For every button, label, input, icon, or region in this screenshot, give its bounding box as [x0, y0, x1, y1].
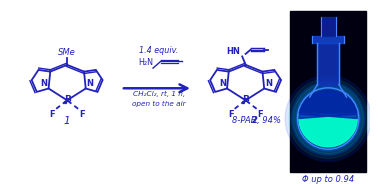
Circle shape [288, 79, 368, 158]
Text: N: N [41, 79, 48, 88]
Text: 1.4 equiv.: 1.4 equiv. [139, 46, 178, 55]
Text: , 94%: , 94% [257, 116, 280, 125]
Polygon shape [299, 90, 357, 118]
Text: open to the air: open to the air [132, 101, 186, 107]
Circle shape [285, 76, 371, 162]
Bar [318, 43, 339, 85]
Text: N: N [219, 79, 226, 88]
Text: H₂N: H₂N [138, 58, 153, 67]
Polygon shape [299, 114, 357, 147]
Text: F: F [79, 110, 85, 119]
Bar [312, 36, 344, 43]
Bar [321, 17, 336, 36]
Circle shape [296, 86, 360, 151]
Circle shape [291, 82, 365, 155]
Text: B: B [64, 95, 71, 104]
Text: N: N [265, 79, 272, 88]
Text: 2: 2 [253, 116, 258, 125]
Text: B: B [242, 95, 249, 104]
Text: F: F [257, 110, 263, 119]
Text: 8-PAB: 8-PAB [232, 116, 259, 125]
Text: F: F [50, 110, 55, 119]
Bar [290, 10, 367, 172]
Text: Φ up to 0.94: Φ up to 0.94 [302, 175, 354, 184]
Circle shape [293, 83, 363, 154]
Text: SMe: SMe [58, 48, 76, 57]
Text: CH₂Cl₂, rt, 1 h,: CH₂Cl₂, rt, 1 h, [133, 91, 185, 97]
Text: HN: HN [226, 47, 240, 56]
Text: F: F [228, 110, 234, 119]
Text: N: N [87, 79, 94, 88]
Text: 1: 1 [64, 116, 70, 125]
